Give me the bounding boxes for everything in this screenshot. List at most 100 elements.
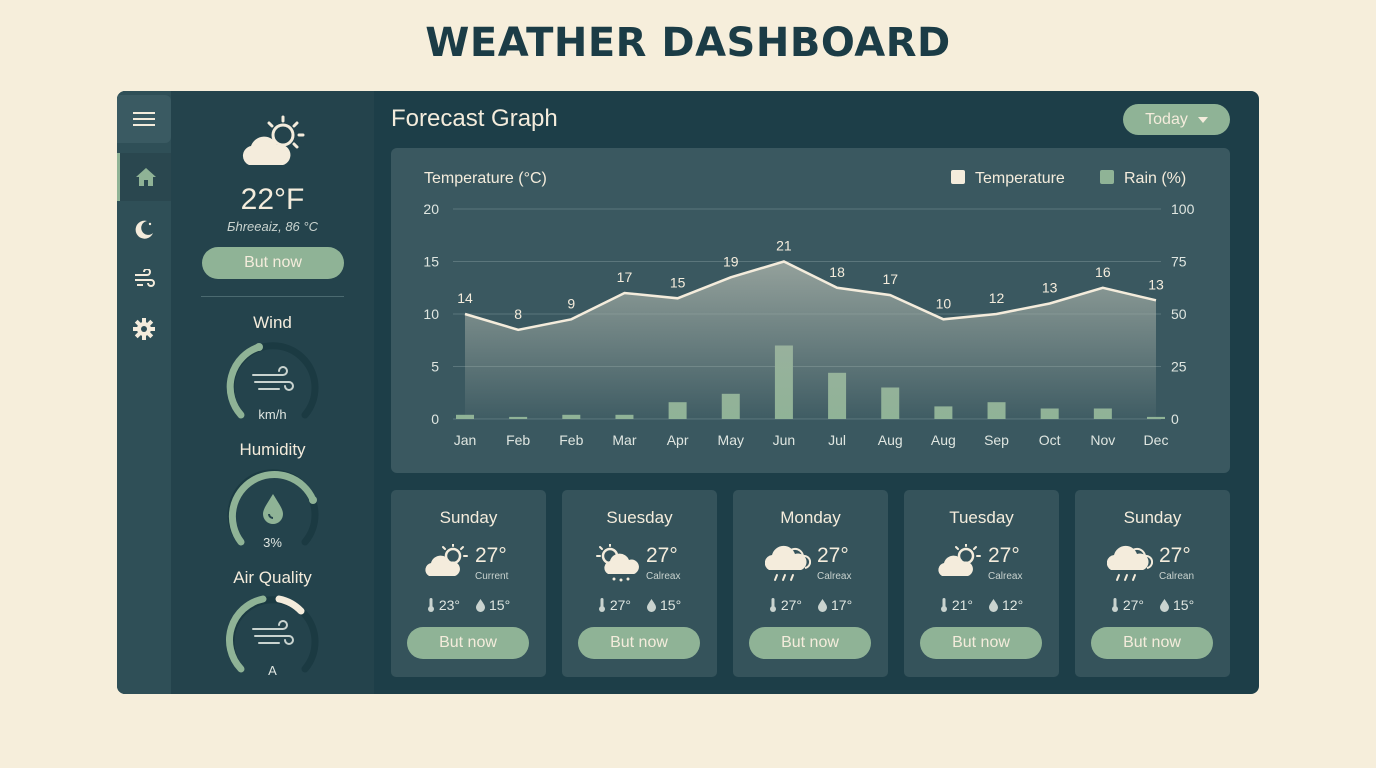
forecast-action-button[interactable]: But now (407, 627, 529, 659)
forecast-card: Monday 27° Calreax 27° 17° But now (733, 490, 888, 677)
y-tick-left: 5 (431, 359, 439, 375)
period-dropdown[interactable]: Today (1123, 104, 1230, 135)
forecast-rain-stat: 12° (1002, 597, 1024, 613)
forecast-card: Suesday 27° Calreax 27° 15° But now (562, 490, 717, 677)
rain-drop-icon (647, 598, 656, 612)
temperature-point-label: 8 (514, 306, 522, 322)
x-tick-label: Jan (454, 432, 477, 448)
forecast-temp-stat: 21° (951, 597, 973, 613)
forecast-stats: 21° 12° (904, 597, 1059, 613)
x-tick-label: Nov (1090, 432, 1115, 448)
air-quality-gauge (226, 595, 319, 673)
wind-icon (135, 269, 155, 287)
temperature-line (464, 260, 1157, 332)
legend-label: Rain (%) (1124, 170, 1186, 187)
x-tick-label: Feb (506, 432, 530, 448)
temperature-point-label: 12 (989, 290, 1005, 306)
legend-label: Temperature (975, 170, 1065, 187)
x-tick-label: Dec (1144, 432, 1169, 448)
x-tick-label: Aug (931, 432, 956, 448)
temperature-point-label: 13 (1042, 280, 1058, 296)
humidity-gauge (227, 469, 319, 546)
forecast-temperature: 27° (1159, 544, 1191, 567)
icon-rail (117, 91, 171, 694)
x-tick-label: Jul (828, 432, 846, 448)
chevron-down-icon (1197, 116, 1208, 123)
forecast-chart-svg: Temperature (°C) Temperature Rain (%) 20 1… (423, 170, 1195, 448)
forecast-temp-stat: 27° (1122, 597, 1144, 613)
sun-cloud-icon (425, 544, 468, 576)
forecast-day: Suesday (606, 508, 673, 527)
y-tick-left: 15 (423, 254, 439, 270)
forecast-condition: Calreax (646, 571, 681, 582)
page-title: WEATHER DASHBOARD (425, 20, 951, 66)
forecast-stats: 27° 17° (733, 597, 888, 613)
wind-gauge (226, 342, 319, 419)
forecast-action-button[interactable]: But now (1091, 627, 1213, 659)
x-tick-label: Oct (1039, 432, 1061, 448)
forecast-action-button[interactable]: But now (920, 627, 1042, 659)
rain-drop-icon (989, 598, 998, 612)
temperature-point-label: 10 (936, 295, 952, 311)
menu-button[interactable] (117, 95, 171, 143)
forecast-action-button[interactable]: But now (749, 627, 871, 659)
temperature-point-label: 21 (776, 238, 792, 254)
rain-drop-icon (1160, 598, 1169, 612)
dashboard-window: 22°F Бhreeaiz, 86 °C But now Wind km/h H… (117, 91, 1259, 694)
current-subtitle: Бhreeaiz, 86 °C (227, 219, 318, 234)
nav-settings[interactable] (117, 305, 171, 353)
nav-night[interactable] (117, 205, 171, 253)
x-tick-label: Jun (773, 432, 796, 448)
main-title: Forecast Graph (391, 105, 558, 132)
x-tick-label: Aug (878, 432, 903, 448)
forecast-stats: 27° 15° (562, 597, 717, 613)
humidity-value: 3% (263, 535, 282, 550)
y-tick-right: 25 (1171, 359, 1187, 375)
air-quality-label: Air Quality (233, 568, 312, 587)
temperature-point-label: 17 (882, 271, 898, 287)
period-dropdown-label: Today (1145, 110, 1188, 128)
temperature-point-label: 15 (670, 274, 686, 290)
y-tick-right: 100 (1171, 201, 1195, 217)
forecast-condition: Current (475, 571, 509, 582)
y-tick-right: 0 (1171, 411, 1179, 427)
forecast-day: Tuesday (949, 508, 1014, 527)
current-action-button[interactable]: But now (202, 247, 344, 279)
sun-rain-icon (596, 544, 639, 582)
air-flow-icon (252, 620, 294, 645)
home-icon (135, 168, 156, 186)
sun-cloud-icon (242, 115, 305, 165)
forecast-rain-stat: 15° (489, 597, 511, 613)
temperature-point-label: 9 (567, 295, 575, 311)
air-quality-value: A (268, 663, 277, 678)
chart-legend: Temperature Rain (%) (951, 170, 1186, 187)
forecast-condition: Calreax (817, 571, 852, 582)
current-conditions-panel: 22°F Бhreeaiz, 86 °C But now Wind km/h H… (171, 91, 374, 694)
x-tick-label: Apr (667, 432, 689, 448)
y-tick-right: 75 (1171, 254, 1187, 270)
moon-icon (135, 220, 153, 239)
legend-swatch (951, 170, 965, 184)
thermometer-icon (598, 598, 605, 612)
temperature-point-label: 16 (1095, 264, 1111, 280)
forecast-day: Sunday (439, 508, 498, 527)
cloud-rain-icon (765, 545, 811, 581)
nav-home[interactable] (117, 153, 171, 201)
forecast-stats: 27° 15° (1075, 597, 1230, 613)
x-tick-label: Feb (559, 432, 583, 448)
humidity-label: Humidity (239, 440, 306, 459)
x-tick-label: May (718, 432, 744, 448)
forecast-action-button[interactable]: But now (578, 627, 700, 659)
forecast-card: Tuesday 27° Calreax 21° 12° But now (904, 490, 1059, 677)
temperature-area (465, 261, 1156, 419)
y-tick-left: 0 (431, 411, 439, 427)
x-tick-label: Mar (612, 432, 636, 448)
y-tick-right: 50 (1171, 306, 1187, 322)
wind-gust-icon (252, 366, 294, 391)
nav-wind[interactable] (117, 255, 171, 303)
forecast-day: Sunday (1123, 508, 1182, 527)
divider (201, 296, 344, 297)
temperature-point-label: 17 (617, 269, 633, 285)
wind-label: Wind (253, 313, 292, 332)
current-temperature: 22°F (240, 183, 305, 216)
